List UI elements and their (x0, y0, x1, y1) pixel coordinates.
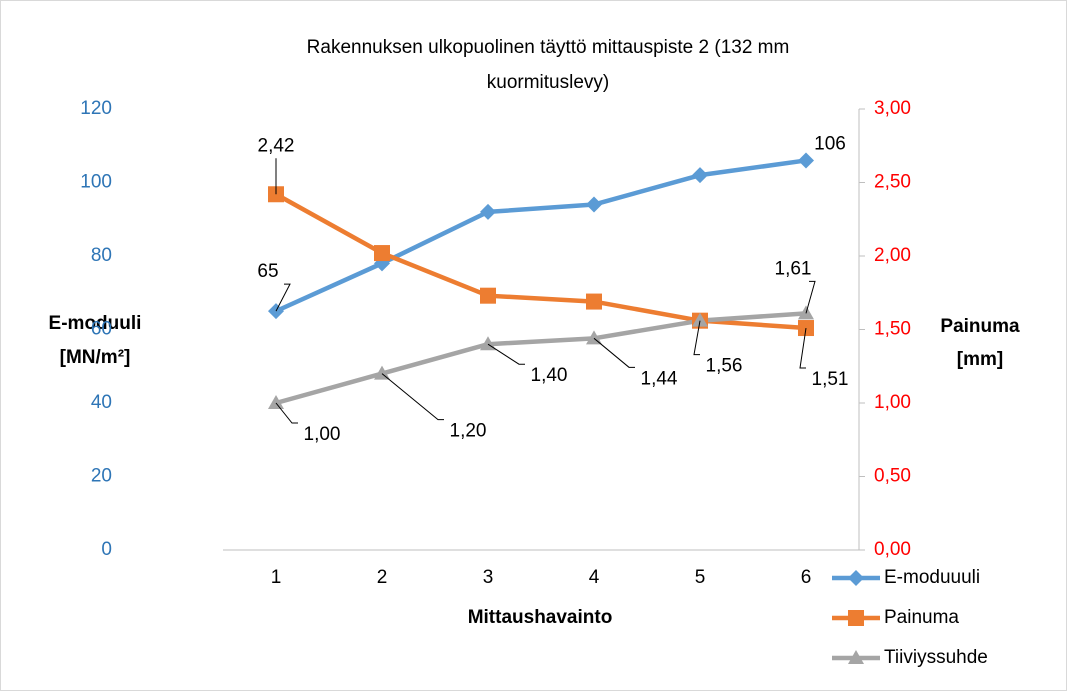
legend-marker (848, 610, 864, 626)
y-tick-label: 20 (91, 466, 112, 487)
leader-line (275, 283, 291, 312)
chart-title: kuormituslevy) (487, 72, 609, 93)
data-label: 1,20 (450, 421, 487, 442)
leader-line (805, 280, 816, 314)
chart-title: Rakennuksen ulkopuolinen täyttö mittausp… (307, 37, 790, 58)
series-line (275, 158, 807, 314)
y2-tick-label: 1,50 (874, 319, 911, 340)
point (374, 365, 390, 380)
data-label: 1,44 (641, 368, 678, 389)
data-label: 1,61 (775, 258, 812, 279)
x-tick-label: 1 (271, 567, 282, 588)
point (692, 312, 708, 327)
y2-tick-label: 3,00 (874, 98, 911, 119)
y-axis-title: [MN/m²] (60, 347, 131, 368)
point (480, 287, 496, 304)
point (268, 395, 284, 409)
y-tick-label: 0 (101, 539, 112, 560)
data-label: 106 (814, 133, 846, 154)
x-tick-label: 3 (483, 567, 494, 588)
data-label: 1,51 (812, 369, 849, 390)
leader-line (381, 373, 444, 421)
y-tick-label: 120 (80, 98, 112, 119)
data-label: 1,00 (304, 424, 341, 445)
y-tick-label: 80 (91, 245, 112, 266)
data-label: 1,56 (706, 356, 743, 377)
leader-line (593, 337, 635, 368)
leader-line (487, 343, 525, 365)
x-tick-label: 4 (589, 567, 600, 588)
point (480, 203, 496, 220)
point (586, 293, 602, 310)
point (586, 196, 602, 213)
x-tick-label: 6 (801, 567, 812, 588)
data-label: 65 (257, 261, 278, 282)
legend-marker (848, 570, 864, 586)
point (586, 330, 602, 345)
y2-tick-label: 2,00 (874, 245, 911, 266)
y2-axis-title: [mm] (957, 349, 1003, 370)
point (692, 167, 708, 184)
series-line (274, 192, 807, 331)
legend-label: E-moduuuli (884, 567, 980, 588)
y-tick-label: 60 (91, 319, 112, 340)
data-label: 1,40 (531, 365, 568, 386)
y-axis-title: E-moduuli (49, 313, 142, 334)
y-tick-label: 40 (91, 392, 112, 413)
x-axis-title: Mittaushavainto (468, 607, 613, 628)
point (798, 152, 814, 169)
y2-axis-title: Painuma (940, 316, 1020, 337)
y2-tick-label: 0,00 (874, 539, 911, 560)
legend-label: Painuma (884, 607, 959, 628)
leader-line (275, 402, 298, 424)
legend-label: Tiiviyssuhde (884, 647, 988, 668)
leader-line (693, 320, 701, 356)
series-line (275, 311, 807, 406)
leader-line (799, 327, 807, 369)
x-tick-label: 5 (695, 567, 706, 588)
legend-marker (848, 650, 864, 664)
point (374, 245, 390, 262)
data-label: 2,42 (258, 135, 295, 156)
y2-tick-label: 2,50 (874, 172, 911, 193)
y2-tick-label: 1,00 (874, 392, 911, 413)
y-tick-label: 100 (80, 172, 112, 193)
y2-tick-label: 0,50 (874, 466, 911, 487)
x-tick-label: 2 (377, 567, 388, 588)
